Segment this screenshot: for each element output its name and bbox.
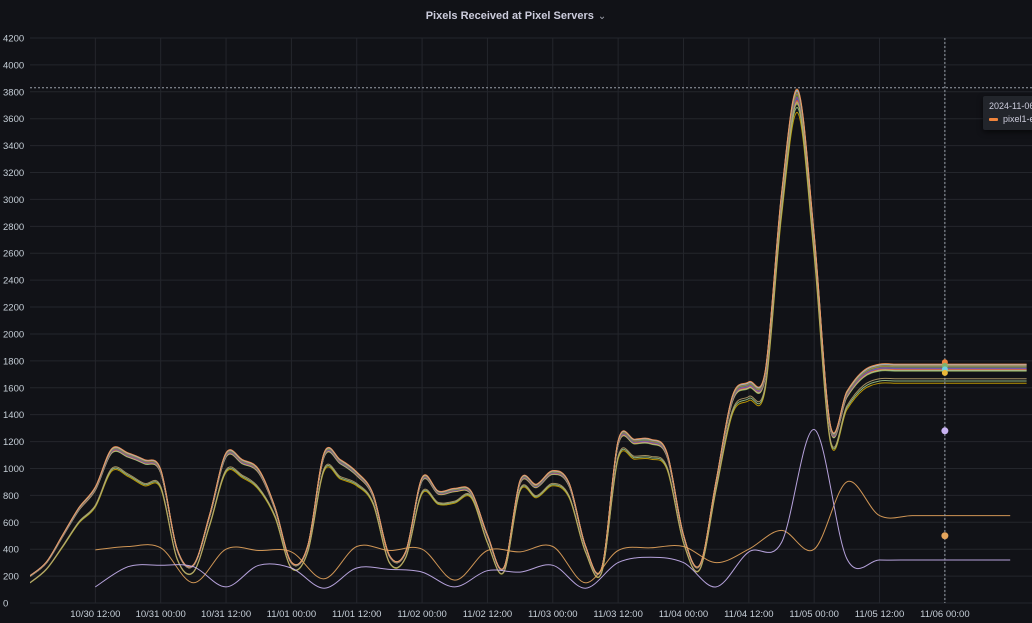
series-line-1[interactable] <box>95 481 1011 584</box>
crosshair <box>30 38 1032 603</box>
hover-tooltip: 2024-11-06 pixel1-e <box>983 96 1032 130</box>
y-tick-label: 4000 <box>3 60 24 71</box>
hover-marker-peak-4 <box>941 369 948 376</box>
series-line-main-9[interactable] <box>30 95 1027 577</box>
x-tick-label: 10/31 12:00 <box>201 609 251 620</box>
series-line-2[interactable] <box>95 428 1011 589</box>
x-tick-label: 11/01 12:00 <box>332 609 381 620</box>
x-tick-label: 10/31 00:00 <box>136 609 186 620</box>
x-tick-label: 11/05 12:00 <box>855 609 904 620</box>
x-tick-label: 11/06 00:00 <box>920 609 969 620</box>
y-axis: 0 200 400 600 800 1000 1200 1400 1600 1800 2000 220… <box>3 34 24 610</box>
series-line-main-11[interactable] <box>30 93 1027 577</box>
x-tick-label: 11/01 00:00 <box>267 609 316 620</box>
series-line-main-15[interactable] <box>30 88 1027 577</box>
y-tick-label: 2600 <box>3 249 24 260</box>
tooltip-series-label: pixel1-e <box>1003 114 1032 124</box>
grid <box>30 37 1032 604</box>
y-tick-label: 3800 <box>3 87 24 98</box>
y-tick-label: 1800 <box>3 356 24 367</box>
series-line-main-14[interactable] <box>30 90 1027 577</box>
tooltip-time: 2024-11-06 <box>989 101 1032 111</box>
y-tick-label: 4200 <box>3 34 24 45</box>
y-tick-label: 200 <box>3 572 19 583</box>
panel-title[interactable]: Pixels Received at Pixel Servers <box>425 10 594 22</box>
x-tick-label: 10/30 12:00 <box>70 609 120 620</box>
y-tick-label: 3600 <box>3 114 24 125</box>
series-line-lower-3[interactable] <box>30 102 1027 583</box>
series-line-main-10[interactable] <box>30 94 1027 577</box>
x-tick-label: 11/04 12:00 <box>724 609 773 620</box>
x-tick-label: 11/02 00:00 <box>397 609 446 620</box>
y-tick-label: 600 <box>3 518 19 529</box>
x-tick-label: 11/04 00:00 <box>659 609 708 620</box>
y-tick-label: 1400 <box>3 410 24 421</box>
y-tick-label: 2800 <box>3 222 24 233</box>
hover-markers <box>941 359 949 540</box>
series-line-main-8[interactable] <box>30 96 1027 577</box>
hover-marker-1 <box>941 427 949 435</box>
series-lines[interactable] <box>30 88 1027 589</box>
x-tick-label: 11/03 00:00 <box>528 609 577 620</box>
hover-marker-2 <box>941 532 949 540</box>
x-tick-label: 11/03 12:00 <box>593 609 642 620</box>
y-tick-label: 800 <box>3 491 19 502</box>
y-tick-label: 0 <box>3 599 8 610</box>
y-tick-label: 3400 <box>3 141 24 152</box>
y-tick-label: 2000 <box>3 329 24 340</box>
y-tick-label: 2200 <box>3 303 24 314</box>
x-tick-label: 11/05 00:00 <box>789 609 838 620</box>
y-tick-label: 3200 <box>3 168 24 179</box>
chevron-down-icon[interactable]: ⌄ <box>597 11 607 22</box>
series-line-lower-2[interactable] <box>30 107 1027 584</box>
y-tick-label: 1600 <box>3 383 24 394</box>
series-line-main-1[interactable] <box>30 104 1027 577</box>
tooltip-series-row: pixel1-e <box>989 114 1032 124</box>
series-line-main-5[interactable] <box>30 99 1027 577</box>
series-swatch-icon <box>989 117 998 121</box>
y-tick-label: 1200 <box>3 437 24 448</box>
y-tick-label: 400 <box>3 545 19 556</box>
x-axis: 10/30 12:00 10/31 00:00 10/31 12:00 11/01 0… <box>70 609 969 620</box>
panel-title-bar[interactable]: Pixels Received at Pixel Servers ⌄ <box>0 6 1032 26</box>
series-line-main-2[interactable] <box>30 103 1027 577</box>
x-tick-label: 11/02 12:00 <box>463 609 512 620</box>
series-line-main-6[interactable] <box>30 98 1027 577</box>
series-line-main-7[interactable] <box>30 97 1027 577</box>
y-tick-label: 2400 <box>3 276 24 287</box>
series-line-lower-1[interactable] <box>30 112 1027 584</box>
series-line-main-3[interactable] <box>30 101 1027 577</box>
y-tick-label: 1000 <box>3 464 24 475</box>
y-tick-label: 3000 <box>3 195 24 206</box>
